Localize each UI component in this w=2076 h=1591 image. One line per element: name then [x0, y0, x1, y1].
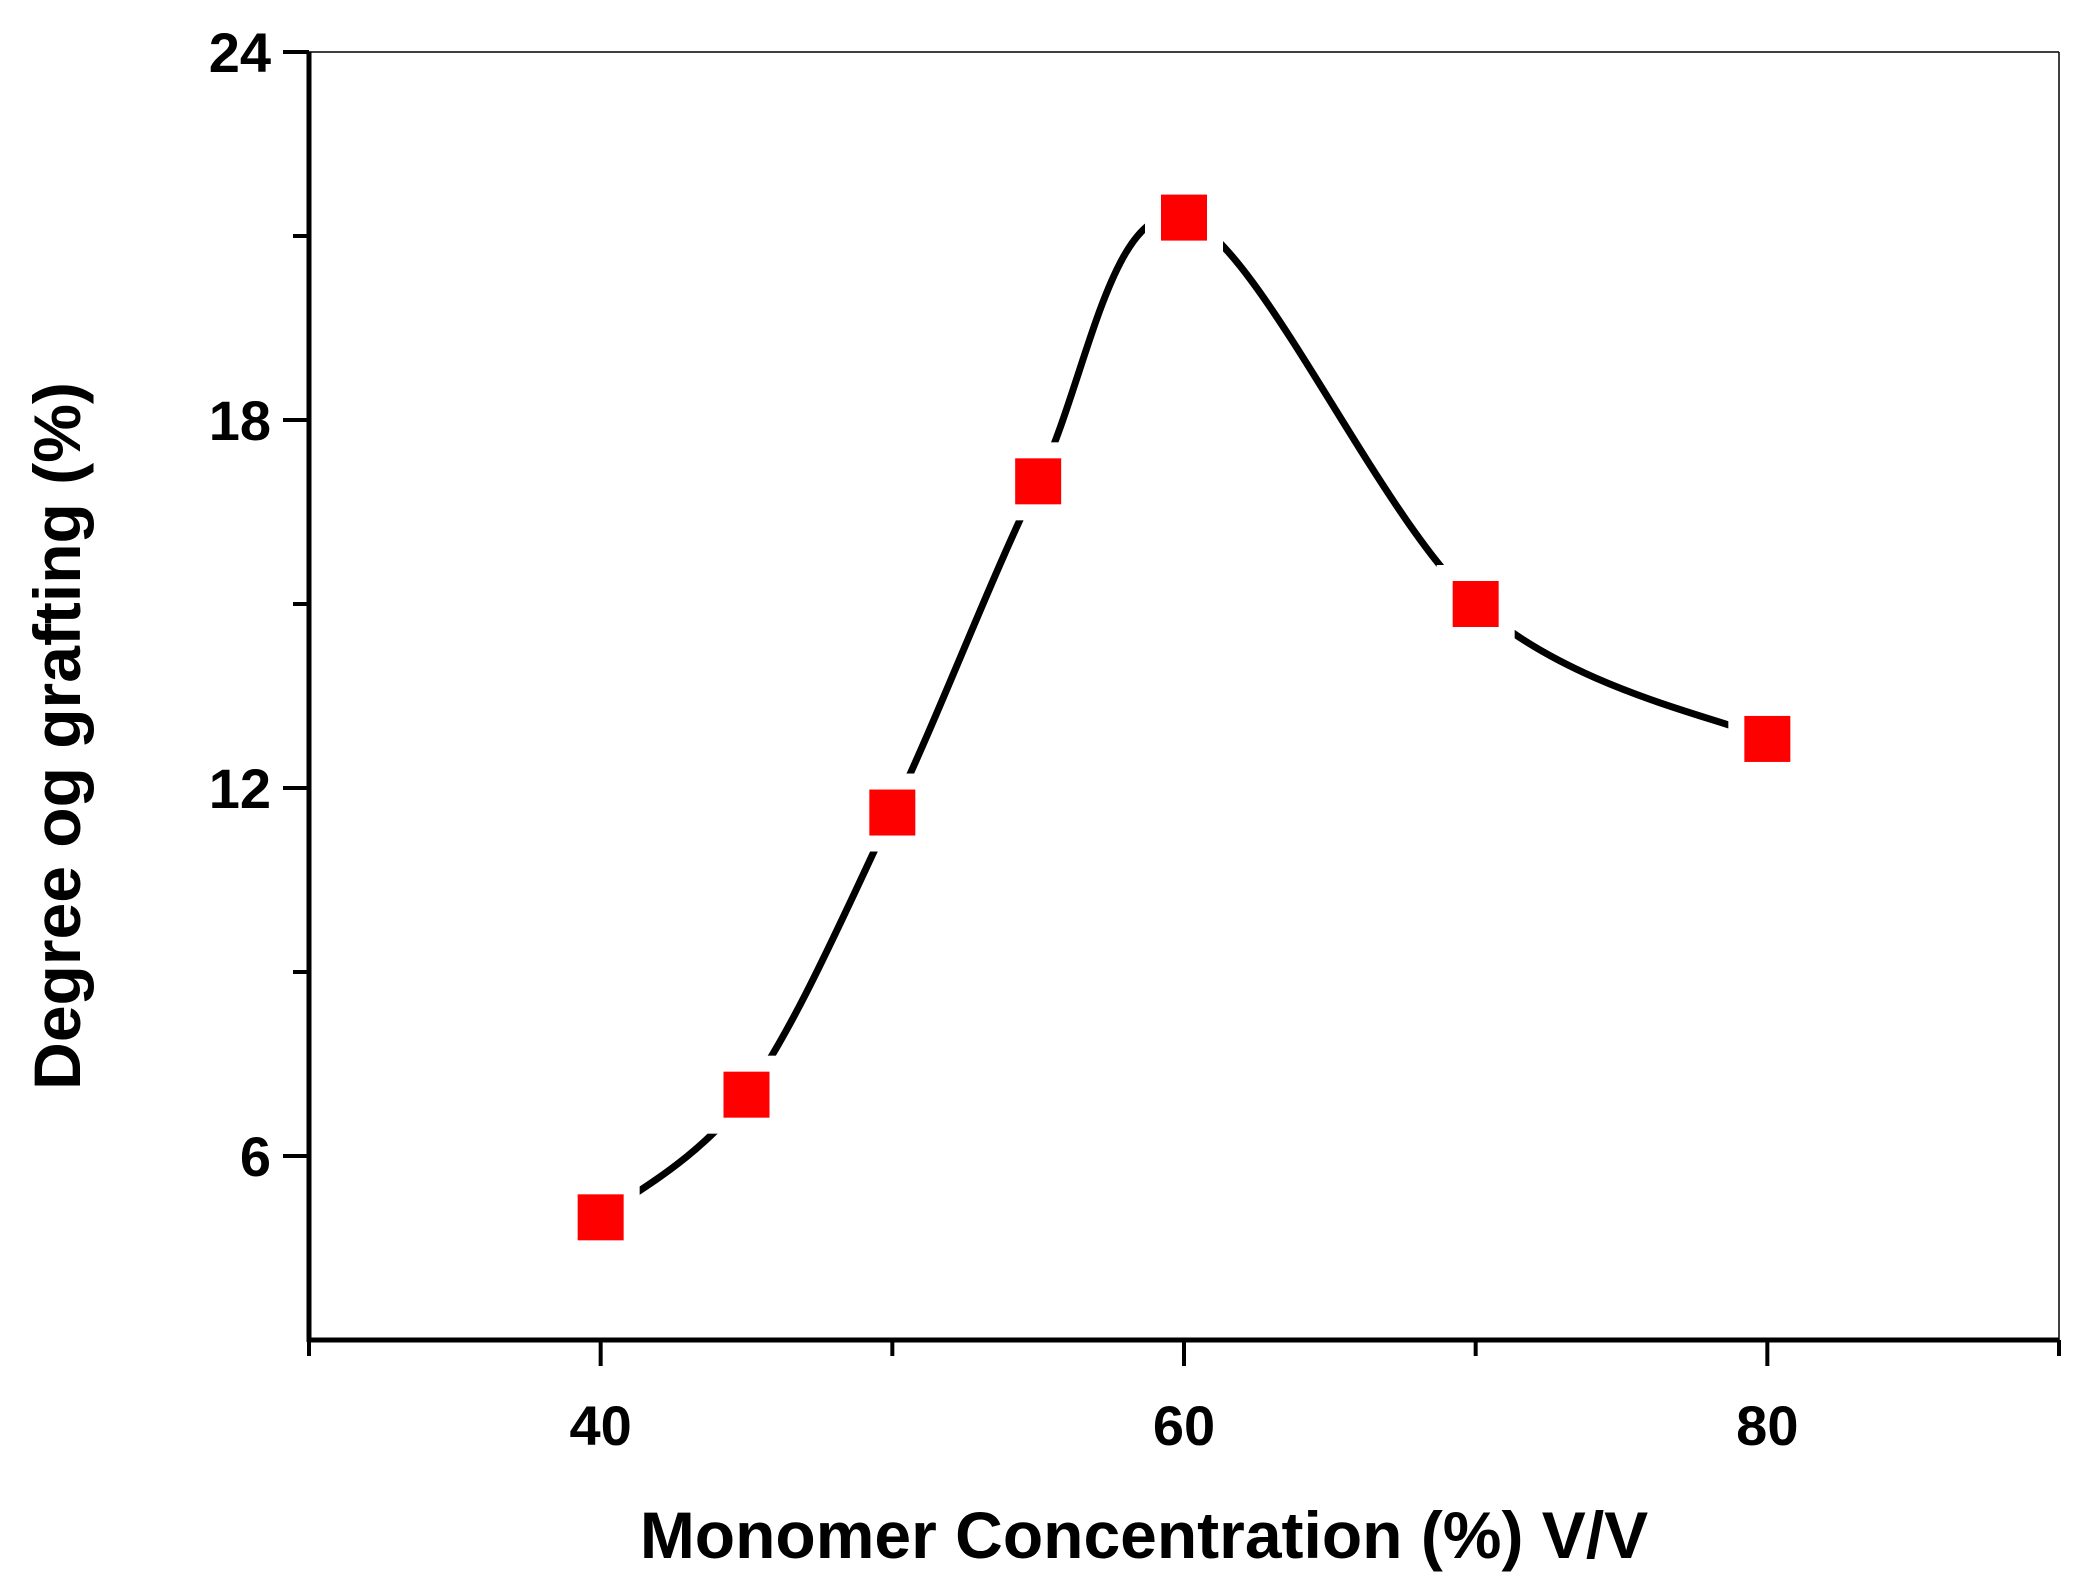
data-point	[1452, 581, 1499, 627]
axis-tick-labels: 40 60 80 6 12 18 24	[209, 21, 1799, 1457]
x-tick-label: 80	[1736, 1394, 1798, 1457]
data-point	[1744, 715, 1791, 762]
y-axis-title: Degree og grafting (%)	[20, 382, 94, 1090]
data-point	[869, 789, 916, 836]
y-tick-label: 6	[240, 1125, 271, 1188]
data-point	[1161, 194, 1207, 241]
data-markers	[577, 194, 1791, 1241]
data-point	[723, 1071, 770, 1118]
data-point	[577, 1194, 624, 1241]
x-tick-label: 40	[570, 1394, 632, 1457]
axis-ticks	[283, 50, 2061, 1366]
y-tick-label: 24	[209, 21, 271, 84]
data-point	[1015, 458, 1062, 505]
y-tick-label: 12	[209, 757, 271, 820]
x-axis-title: Monomer Concentration (%) V/V	[640, 1498, 1648, 1572]
x-tick-label: 60	[1153, 1394, 1215, 1457]
y-tick-label: 18	[209, 389, 271, 452]
